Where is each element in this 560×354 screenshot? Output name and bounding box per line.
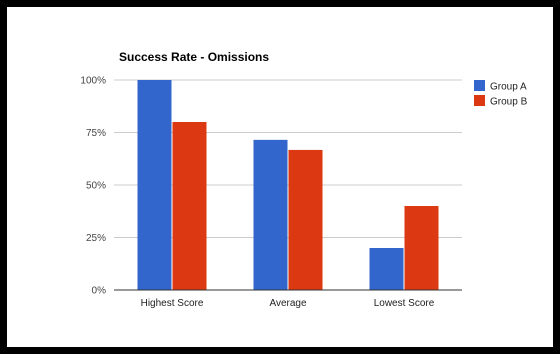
bar-group-a-highest-score [137,80,172,290]
legend-label: Group B [490,97,528,108]
x-axis-categories: Highest Score Average Lowest Score [141,298,435,309]
chart-title: Success Rate - Omissions [119,50,269,64]
bar-group-b-average [288,149,323,290]
bar-group-a-lowest-score [369,248,404,290]
bar-group-b-highest-score [172,122,207,290]
legend: Group A Group B [474,80,528,108]
legend-swatch [474,80,485,91]
bars [137,80,439,290]
y-tick-label: 0% [92,286,107,297]
y-tick-label: 25% [86,233,106,244]
x-category-label: Average [269,298,307,309]
bar-group-b-lowest-score [404,206,439,290]
y-axis-ticks: 0% 25% 50% 75% 100% [80,76,106,297]
y-tick-label: 100% [80,76,106,87]
y-tick-label: 75% [86,128,106,139]
x-category-label: Lowest Score [374,298,435,309]
x-category-label: Highest Score [141,298,204,309]
y-tick-label: 50% [86,181,106,192]
legend-swatch [474,95,485,106]
legend-label: Group A [490,82,527,93]
bar-group-a-average [253,139,288,290]
